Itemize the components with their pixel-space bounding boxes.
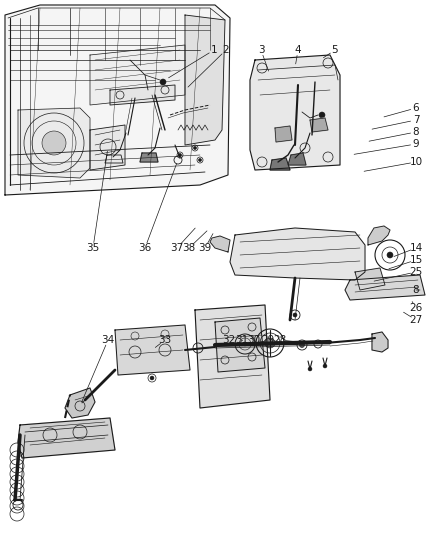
Text: 3: 3	[258, 45, 264, 55]
Text: 1: 1	[211, 45, 217, 55]
Polygon shape	[90, 125, 125, 170]
Text: 7: 7	[413, 115, 419, 125]
Polygon shape	[345, 275, 425, 300]
Text: 14: 14	[410, 243, 423, 253]
Text: 31: 31	[235, 335, 249, 345]
Text: 36: 36	[138, 243, 152, 253]
Polygon shape	[368, 226, 390, 245]
Polygon shape	[372, 332, 388, 352]
Polygon shape	[65, 388, 95, 418]
Text: 38: 38	[182, 243, 196, 253]
Text: 2: 2	[223, 45, 230, 55]
Text: 32: 32	[223, 335, 236, 345]
Polygon shape	[355, 268, 385, 290]
Circle shape	[243, 342, 247, 346]
Circle shape	[293, 313, 297, 317]
Polygon shape	[270, 158, 290, 170]
Text: 10: 10	[410, 157, 423, 167]
Circle shape	[323, 364, 327, 368]
Text: 8: 8	[413, 285, 419, 295]
Polygon shape	[18, 418, 115, 458]
Polygon shape	[90, 45, 185, 105]
Text: 39: 39	[198, 243, 212, 253]
Circle shape	[42, 131, 66, 155]
Circle shape	[194, 147, 197, 149]
Text: 33: 33	[159, 335, 172, 345]
Text: 15: 15	[410, 255, 423, 265]
Text: 4: 4	[295, 45, 301, 55]
Circle shape	[308, 367, 312, 371]
Polygon shape	[275, 126, 292, 142]
Text: 9: 9	[413, 139, 419, 149]
Circle shape	[145, 89, 151, 95]
Circle shape	[265, 338, 275, 348]
Circle shape	[319, 112, 325, 118]
Polygon shape	[105, 155, 123, 163]
Polygon shape	[5, 5, 230, 195]
Circle shape	[179, 154, 181, 157]
Polygon shape	[195, 305, 270, 408]
Text: 35: 35	[86, 243, 99, 253]
Text: 8: 8	[413, 127, 419, 137]
Polygon shape	[185, 15, 225, 145]
Polygon shape	[210, 236, 230, 252]
Polygon shape	[140, 153, 158, 162]
Polygon shape	[110, 85, 175, 105]
Polygon shape	[288, 153, 306, 165]
Text: 25: 25	[410, 267, 423, 277]
Text: 5: 5	[332, 45, 338, 55]
Text: 34: 34	[101, 335, 115, 345]
Circle shape	[387, 252, 393, 258]
Text: 26: 26	[410, 303, 423, 313]
Text: 6: 6	[413, 103, 419, 113]
Circle shape	[160, 79, 166, 85]
Polygon shape	[215, 318, 265, 372]
Circle shape	[300, 343, 304, 348]
Circle shape	[198, 158, 201, 161]
Text: 30: 30	[247, 335, 261, 345]
Polygon shape	[18, 108, 90, 178]
Text: 28: 28	[273, 335, 286, 345]
Polygon shape	[230, 228, 365, 280]
Text: 29: 29	[261, 335, 275, 345]
Polygon shape	[310, 118, 328, 132]
Polygon shape	[250, 55, 340, 170]
Text: 27: 27	[410, 315, 423, 325]
Circle shape	[150, 376, 154, 380]
Polygon shape	[115, 325, 190, 375]
Text: 37: 37	[170, 243, 184, 253]
